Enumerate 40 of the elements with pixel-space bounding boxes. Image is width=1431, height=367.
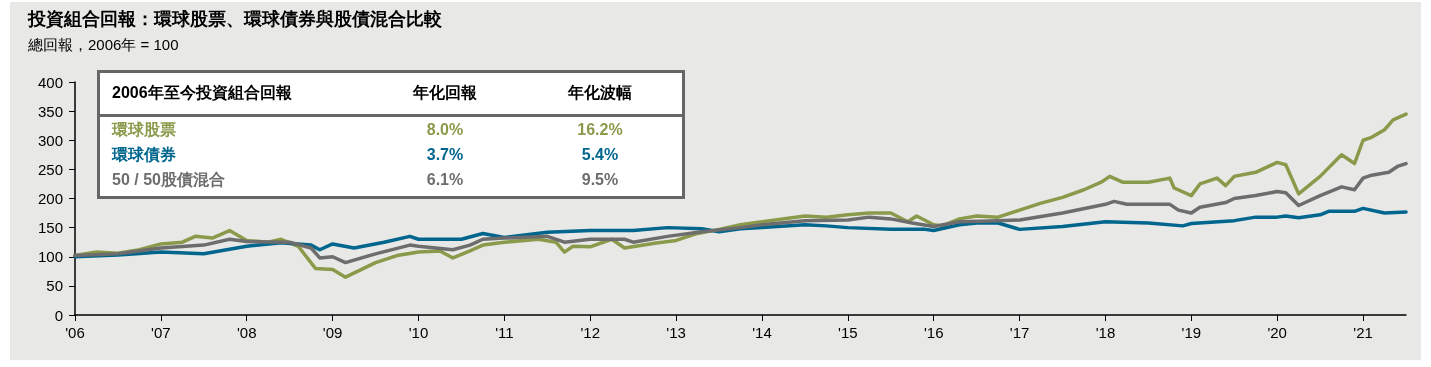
x-tick-label: '09 [322, 324, 343, 341]
annotation: 年化回報 [412, 83, 478, 101]
legend-title: 2006年至今投資組合回報 [112, 83, 293, 102]
x-tick-label: '11 [495, 324, 514, 341]
y-tick-label: 350 [37, 102, 63, 120]
annotation: 5.4% [581, 145, 619, 163]
annotation: 6.1% [426, 170, 464, 188]
x-tick-label: '12 [580, 324, 601, 341]
y-tick-label: 250 [37, 160, 63, 178]
y-tick-label: 50 [46, 277, 63, 295]
y-tick-label: 0 [54, 306, 63, 324]
annotation: 8.0% [426, 120, 464, 138]
x-tick-label: '06 [65, 324, 85, 341]
x-tick-label: '18 [1095, 324, 1116, 341]
line-series [73, 161, 1408, 265]
annotation: 3.7% [426, 145, 464, 163]
x-tick-label: '07 [151, 324, 171, 341]
x-tick-label: '08 [236, 324, 257, 341]
text: 環球股票 [111, 120, 176, 138]
chart-subtitle: 總回報，2006年 = 100 [27, 36, 179, 53]
y-tick-label: 400 [37, 73, 63, 91]
chart-title: 投資組合回報：環球股票、環球債券與股債混合比較 [27, 9, 443, 29]
x-tick-label: '13 [666, 324, 686, 341]
annotation: 年化波幅 [567, 83, 632, 101]
annotation: 9.5% [581, 170, 619, 188]
text: 環球債券 [111, 145, 176, 163]
x-tick-label: '17 [1009, 324, 1030, 341]
x-tick-label: '21 [1353, 324, 1373, 341]
x-tick-label: '10 [408, 324, 429, 341]
x-tick-label: '14 [752, 324, 772, 341]
annotation: 16.2% [577, 120, 623, 138]
y-tick-label: 300 [37, 131, 63, 149]
text: 50 / 50股債混合 [112, 170, 225, 188]
x-tick-label: '16 [923, 324, 944, 341]
x-tick-label: '15 [838, 324, 858, 341]
x-tick-label: '19 [1181, 324, 1202, 341]
y-tick-label: 100 [37, 248, 63, 266]
y-tick-label: 200 [37, 190, 63, 207]
y-tick-label: 150 [37, 219, 63, 237]
x-tick-label: '20 [1267, 324, 1287, 341]
